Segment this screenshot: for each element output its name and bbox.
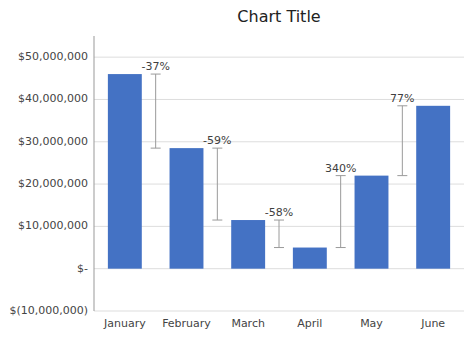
bar	[416, 106, 450, 269]
y-tick-label: $10,000,000	[18, 219, 88, 232]
x-tick-label: February	[162, 317, 211, 330]
connector-serif	[397, 105, 407, 106]
bars	[108, 74, 450, 269]
grid	[94, 57, 464, 311]
x-tick-label: May	[360, 317, 383, 330]
grid-line	[94, 311, 464, 312]
change-label: -59%	[203, 134, 231, 147]
connector-serif	[151, 148, 161, 149]
change-label: 340%	[325, 162, 356, 175]
connector-line	[217, 148, 218, 220]
grid-line	[94, 268, 464, 269]
bar	[293, 248, 327, 269]
change-label: -37%	[141, 60, 169, 73]
y-tick-label: $20,000,000	[18, 177, 88, 190]
connector-line	[340, 176, 341, 248]
bar	[231, 220, 265, 269]
connector-serif	[274, 220, 284, 221]
connector-serif	[212, 220, 222, 221]
y-tick-label: $50,000,000	[18, 50, 88, 63]
grid-line	[94, 141, 464, 142]
connector-line	[402, 106, 403, 176]
x-tick-label: March	[231, 317, 265, 330]
y-axis-line	[94, 36, 95, 311]
bar	[108, 74, 142, 269]
connector-serif	[397, 175, 407, 176]
y-tick-label: $(10,000,000)	[9, 304, 88, 317]
connector-line	[155, 74, 156, 148]
connector-serif	[336, 175, 346, 176]
connector-serif	[274, 247, 284, 248]
x-tick-label: June	[420, 317, 445, 330]
grid-line	[94, 184, 464, 185]
bar	[355, 176, 389, 269]
chart: $(10,000,000) $- $10,000,000 $20,000,000 $30…	[0, 0, 474, 337]
y-tick-label: $-	[77, 262, 88, 275]
connector-serif	[336, 247, 346, 248]
connectors	[151, 74, 408, 247]
connector-serif	[151, 74, 161, 75]
bar	[170, 148, 204, 269]
connector-serif	[212, 148, 222, 149]
x-tick-label: April	[297, 317, 322, 330]
x-tick-label: January	[103, 317, 146, 330]
y-tick-label: $40,000,000	[18, 92, 88, 105]
change-label: -58%	[265, 206, 293, 219]
connector-line	[279, 220, 280, 248]
change-label: 77%	[390, 92, 414, 105]
title: Chart Title	[237, 7, 320, 26]
grid-line	[94, 57, 464, 58]
y-tick-label: $30,000,000	[18, 135, 88, 148]
